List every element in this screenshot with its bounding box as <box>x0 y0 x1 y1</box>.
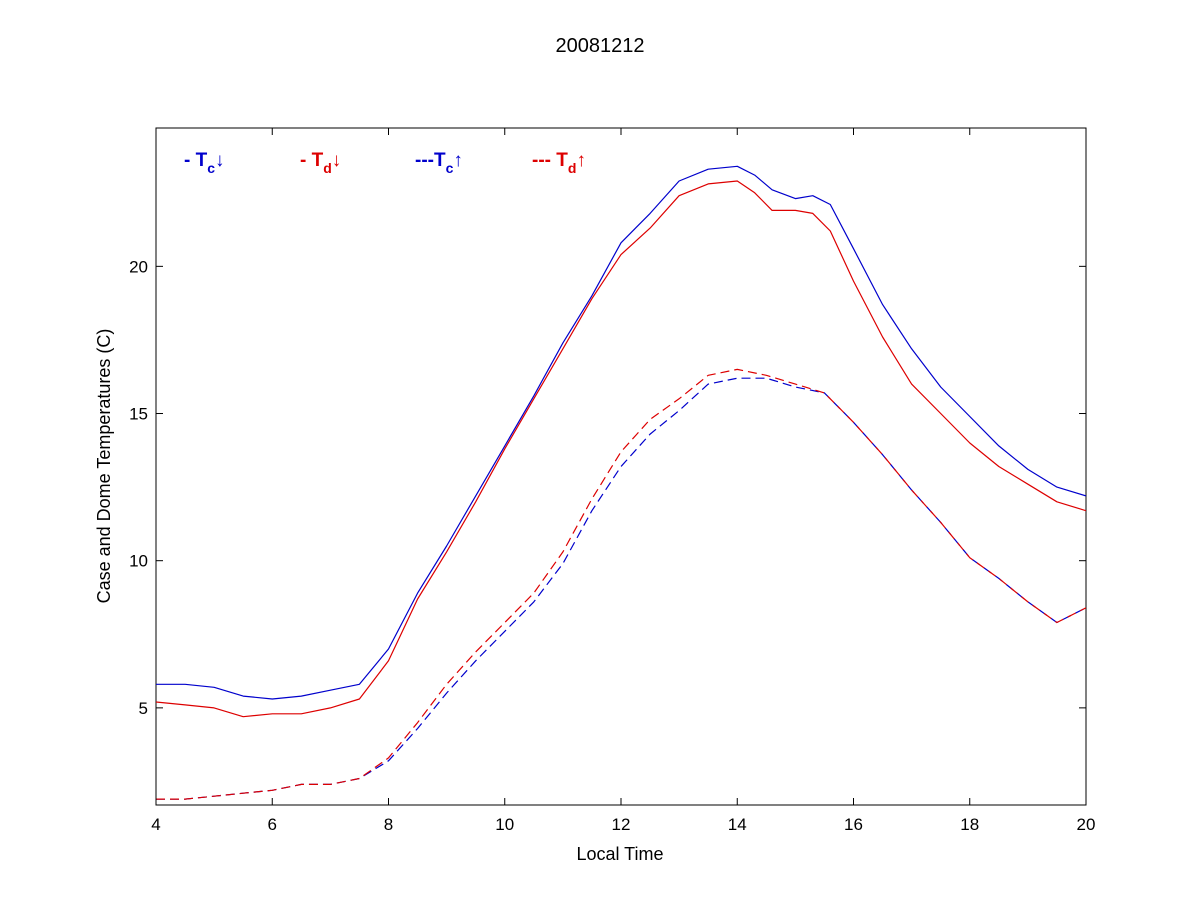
y-tick-label: 20 <box>129 257 148 276</box>
ticks-layer: 4 6 8 10 12 14 16 18 20 5 10 15 20 <box>129 128 1095 834</box>
series-layer <box>156 165 1086 800</box>
x-tick-label: 4 <box>151 815 160 834</box>
legend-label-arrow: ↑ <box>453 150 463 171</box>
legend-label-arrow: ↓ <box>332 150 342 171</box>
legend-label-arrow: ↓ <box>215 150 225 171</box>
series-line-1 <box>156 165 1086 700</box>
legend-label-prefix: - T <box>184 150 208 171</box>
axes-box <box>155 127 1087 806</box>
legend-label-subscript: c <box>207 160 215 176</box>
series-line-4 <box>156 368 1086 800</box>
x-tick-label: 14 <box>728 815 747 834</box>
x-tick-label: 6 <box>268 815 277 834</box>
x-tick-label: 16 <box>844 815 863 834</box>
legend-label-prefix: --- T <box>532 150 568 171</box>
legend-label-prefix: ---T <box>415 150 446 171</box>
x-tick-label: 18 <box>960 815 979 834</box>
x-tick-label: 10 <box>495 815 514 834</box>
legend-entry-4: --- Td↑ <box>532 150 586 176</box>
legend-entry-1: - Tc↓ <box>184 150 225 176</box>
y-axis-title: Case and Dome Temperatures (C) <box>94 329 114 604</box>
legend-label-prefix: - T <box>300 150 324 171</box>
legend: - Tc↓ - Td↓ ---Tc↑ --- Td↑ <box>184 150 586 176</box>
x-tick-label: 8 <box>384 815 393 834</box>
x-tick-label: 12 <box>612 815 631 834</box>
legend-label-subscript: d <box>568 160 577 176</box>
legend-entry-3: ---Tc↑ <box>415 150 463 176</box>
y-tick-label: 15 <box>129 405 148 424</box>
y-tick-label: 10 <box>129 552 148 571</box>
chart-title: 20081212 <box>556 35 645 57</box>
y-tick-label: 5 <box>139 699 148 718</box>
x-axis-title: Local Time <box>576 844 663 864</box>
legend-label-arrow: ↑ <box>576 150 586 171</box>
legend-entry-2: - Td↓ <box>300 150 341 176</box>
legend-label-subscript: d <box>323 160 332 176</box>
series-line-2 <box>156 180 1086 718</box>
legend-label-subscript: c <box>446 160 454 176</box>
x-tick-label: 20 <box>1077 815 1096 834</box>
